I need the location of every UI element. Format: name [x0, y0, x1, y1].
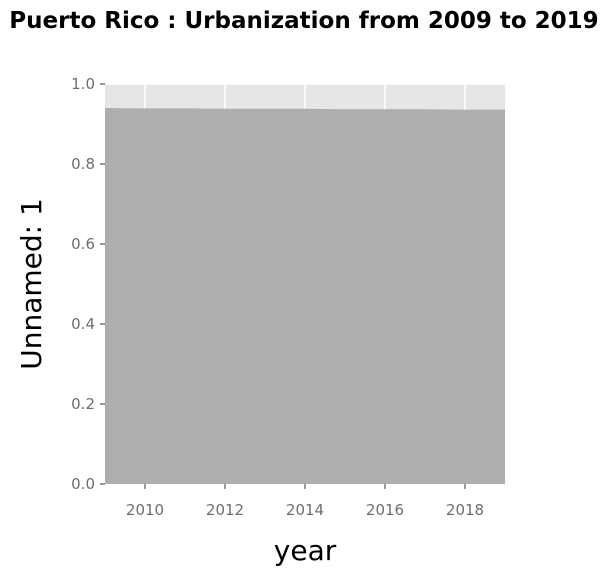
- chart-title: Puerto Rico : Urbanization from 2009 to …: [0, 6, 608, 36]
- y-tick-label: 0.4: [71, 315, 95, 333]
- x-tick-label: 2016: [366, 501, 404, 519]
- axes: 2010 2012 2014 2016 2018 0.0 0.2 0.4 0.6 0.8 1.0: [71, 75, 484, 519]
- x-tick-label: 2012: [206, 501, 244, 519]
- x-tick-label: 2010: [126, 501, 164, 519]
- y-tick-label: 0.0: [71, 475, 95, 493]
- y-tick-label: 0.6: [71, 235, 95, 253]
- chart-title-text: Puerto Rico : Urbanization from 2009 to …: [9, 8, 599, 34]
- y-tick-label: 0.2: [71, 395, 95, 413]
- y-tick-label: 1.0: [71, 75, 95, 93]
- y-tick-label: 0.8: [71, 155, 95, 173]
- x-tick-label: 2014: [286, 501, 324, 519]
- area-series: [105, 108, 505, 484]
- x-tick-label: 2018: [446, 501, 484, 519]
- x-axis-title: year: [274, 534, 337, 567]
- y-axis-title: Unnamed: 1: [15, 198, 48, 370]
